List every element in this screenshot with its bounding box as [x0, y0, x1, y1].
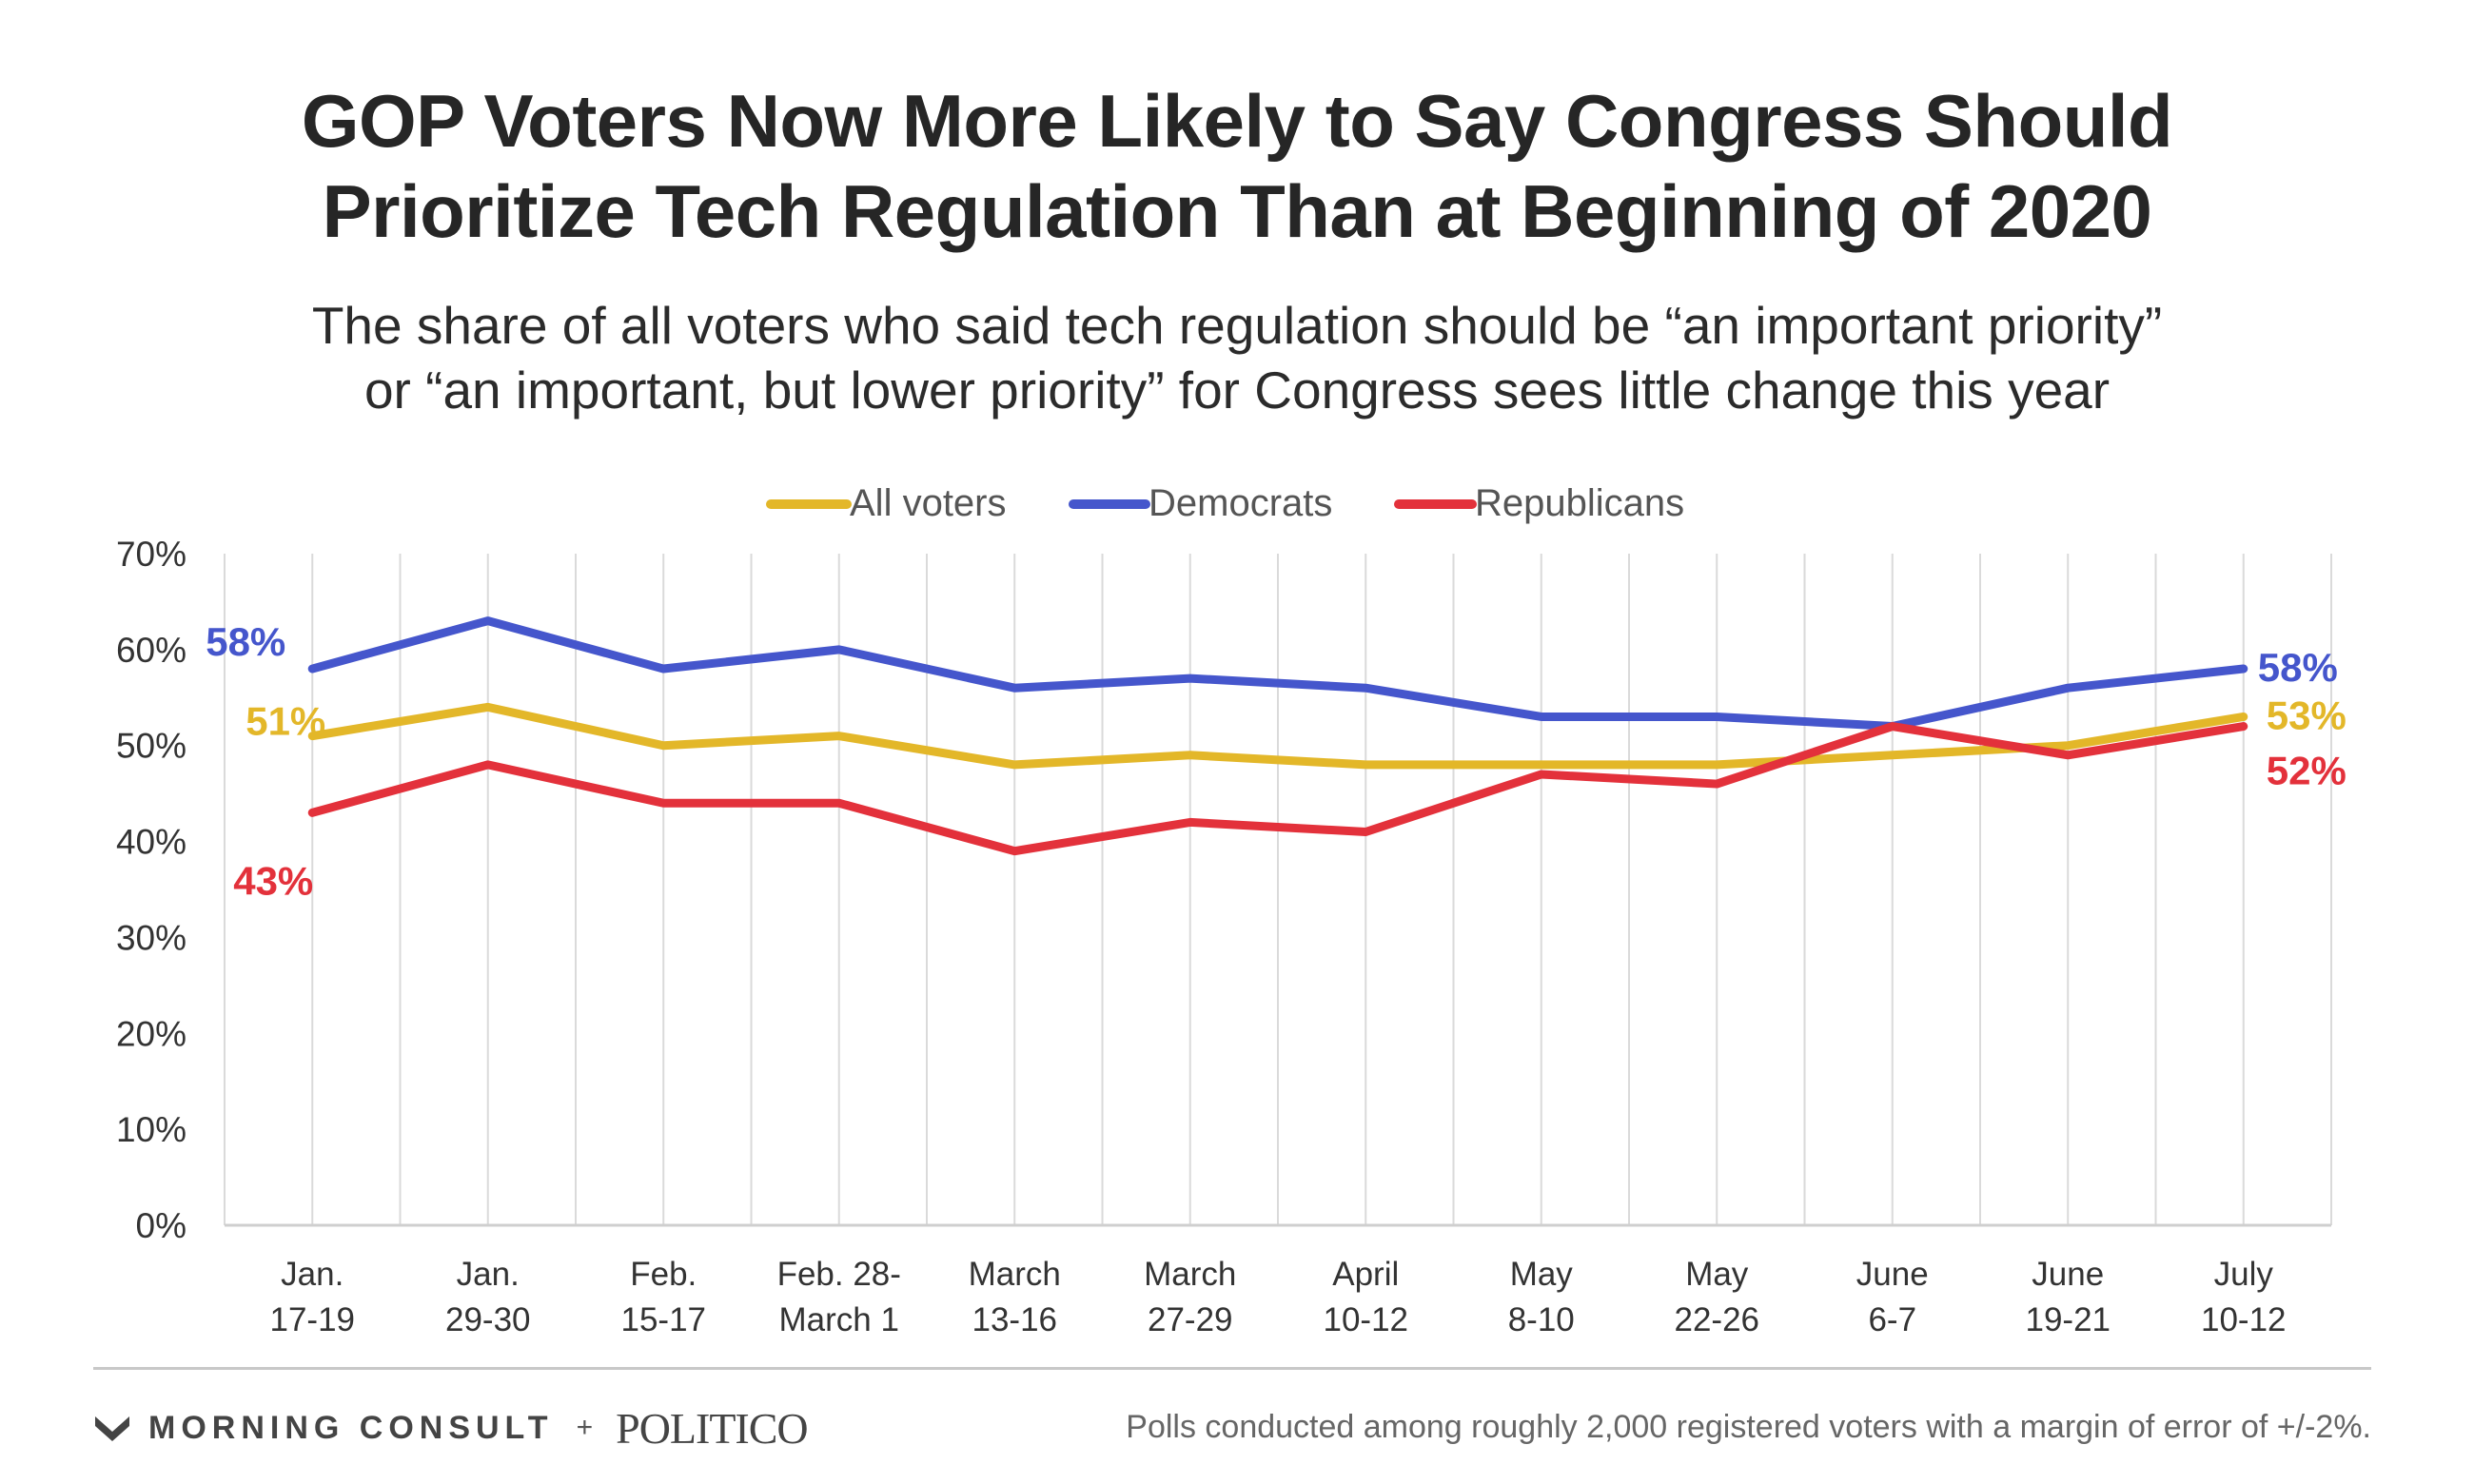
x-tick-label: March — [1144, 1256, 1236, 1293]
series-line-republicans — [307, 722, 2248, 856]
series-line-all-voters — [307, 702, 2248, 770]
x-tick-label: 10-12 — [1323, 1301, 1408, 1338]
x-tick-label: 10-12 — [2201, 1301, 2287, 1338]
title-line-2: Prioritize Tech Regulation Than at Begin… — [322, 169, 2152, 253]
title-line-1: GOP Voters Now More Likely to Say Congre… — [301, 79, 2173, 163]
morning-consult-logo-icon — [95, 1416, 129, 1441]
x-tick-label: Feb. — [630, 1256, 697, 1293]
y-tick-label: 10% — [116, 1110, 187, 1149]
data-label-end: 52% — [2267, 749, 2346, 793]
x-tick-label: April — [1332, 1256, 1399, 1293]
x-tick-label: 13-16 — [972, 1301, 1057, 1338]
y-tick-label: 0% — [136, 1206, 187, 1245]
y-tick-label: 30% — [116, 918, 187, 957]
chart-title: GOP Voters Now More Likely to Say Congre… — [0, 76, 2474, 257]
x-tick-label: June — [2032, 1256, 2104, 1293]
legend-label: All voters — [850, 482, 1007, 524]
x-tick-label: Jan. — [281, 1256, 344, 1293]
y-tick-label: 60% — [116, 631, 187, 670]
x-tick-label: May — [1510, 1256, 1574, 1293]
brand-plus: + — [576, 1412, 594, 1443]
y-tick-label: 40% — [116, 823, 187, 862]
x-tick-label: 15-17 — [620, 1301, 706, 1338]
politico-wordmark: POLITICO — [616, 1403, 809, 1453]
x-tick-label: Jan. — [457, 1256, 520, 1293]
morning-consult-wordmark: MORNING CONSULT — [148, 1409, 554, 1446]
data-label-end: 58% — [2258, 645, 2338, 690]
x-tick-label: March 1 — [779, 1301, 899, 1338]
x-tick-label: Feb. 28- — [777, 1256, 901, 1293]
x-tick-label: July — [2214, 1256, 2274, 1293]
x-tick-label: 19-21 — [2025, 1301, 2111, 1338]
x-tick-label: 29-30 — [445, 1301, 531, 1338]
x-tick-label: June — [1856, 1256, 1929, 1293]
data-label-start: 58% — [206, 619, 285, 664]
x-tick-label: 6-7 — [1868, 1301, 1916, 1338]
series-line-democrats — [307, 616, 2248, 732]
x-tick-label: 27-29 — [1148, 1301, 1233, 1338]
chart-subtitle: The share of all voters who said tech re… — [0, 293, 2474, 422]
data-label-start: 51% — [245, 699, 325, 744]
y-tick-label: 20% — [116, 1014, 187, 1053]
y-tick-label: 70% — [116, 535, 187, 574]
line-chart: 0% 10% 20% 30% 40% 50% 60% 70% Jan. 17-19 Jan. 29-3… — [116, 482, 2346, 1338]
footer-divider — [93, 1367, 2371, 1370]
brand-logos: MORNING CONSULT + POLITICO — [93, 1403, 809, 1453]
subtitle-line-2: or “an important, but lower priority” fo… — [363, 361, 2111, 420]
x-tick-label: March — [969, 1256, 1061, 1293]
x-tick-label: 22-26 — [1674, 1301, 1759, 1338]
footnote: Polls conducted among roughly 2,000 regi… — [1126, 1409, 2371, 1445]
y-tick-label: 50% — [116, 727, 187, 766]
x-tick-label: May — [1685, 1256, 1749, 1293]
legend-label: Republicans — [1475, 482, 1684, 524]
legend-label: Democrats — [1149, 482, 1332, 524]
x-tick-label: 17-19 — [269, 1301, 355, 1338]
x-tick-label: 8-10 — [1508, 1301, 1575, 1338]
subtitle-line-1: The share of all voters who said tech re… — [311, 296, 2163, 355]
data-label-start: 43% — [233, 858, 313, 903]
data-label-end: 53% — [2267, 693, 2346, 737]
